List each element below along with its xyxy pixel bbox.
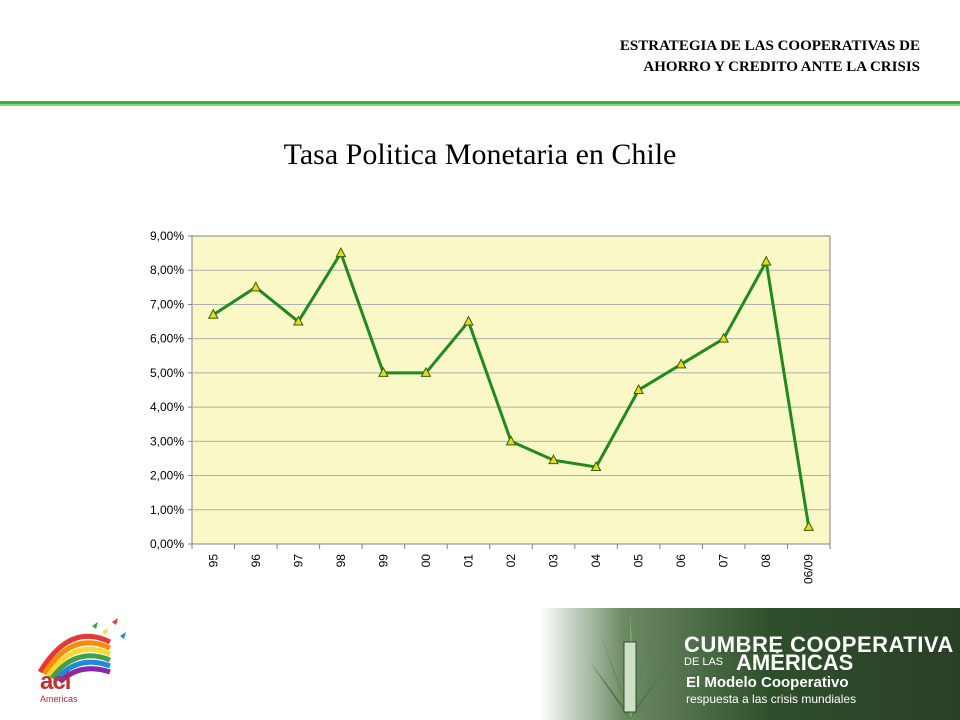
x-tick-label: 03 <box>547 554 561 568</box>
data-point-marker <box>420 366 432 377</box>
x-tick-label: 06/09 <box>802 554 816 584</box>
y-tick-label: 1,00% <box>150 503 184 517</box>
header-title-line2: AHORRO Y CREDITO ANTE LA CRISIS <box>643 59 920 75</box>
y-tick-label: 7,00% <box>150 297 184 311</box>
header-divider-light <box>0 104 960 106</box>
data-point-marker <box>675 358 687 369</box>
data-point-marker <box>590 460 602 471</box>
data-point-marker <box>760 255 772 266</box>
data-point-marker <box>378 366 389 377</box>
x-tick-label: 06 <box>674 554 688 568</box>
y-tick-label: 2,00% <box>150 469 184 483</box>
data-point-marker <box>250 281 262 292</box>
line-chart: 0,00% 1,00% 2,00% 3,00% 4,00% 5,00% 6,00% 7,00%… <box>150 229 831 584</box>
aci-logo-rainbow <box>37 618 126 684</box>
x-tick-label: 95 <box>206 554 220 568</box>
data-point-marker <box>293 315 304 326</box>
data-point-marker <box>505 435 517 446</box>
y-axis-ticks: 0,00% 1,00% 2,00% 3,00% 4,00% 5,00% 6,00% 7,00%… <box>150 229 192 551</box>
y-tick-label: 4,00% <box>150 400 184 414</box>
x-tick-label: 08 <box>759 554 773 568</box>
cumbre-subtitle: El Modelo Cooperativo <box>686 674 849 691</box>
series-markers <box>207 247 815 531</box>
data-point-marker <box>548 454 559 465</box>
y-tick-label: 0,00% <box>150 537 184 551</box>
presentation-header: ESTRATEGIA DE LAS COOPERATIVAS DE AHORRO… <box>500 36 920 78</box>
y-tick-label: 6,00% <box>150 332 184 346</box>
header-title-line1: ESTRATEGIA DE LAS COOPERATIVAS DE <box>619 38 920 54</box>
aci-logo-subtitle: Americas <box>40 694 78 704</box>
data-point-marker <box>335 247 347 258</box>
x-tick-label: 05 <box>632 554 646 568</box>
x-tick-label: 99 <box>376 554 390 568</box>
x-tick-label: 01 <box>461 554 475 568</box>
x-axis-ticks: 95 96 97 98 99 00 01 02 03 04 05 06 07 08 06/09 <box>191 544 831 584</box>
cumbre-tagline: respuesta a las crisis mundiales <box>686 692 857 706</box>
data-point-marker <box>803 520 815 531</box>
slide-title: Tasa Politica Monetaria en Chile <box>283 138 677 171</box>
agave-emblem-icon <box>590 612 670 720</box>
data-point-marker <box>633 383 644 394</box>
x-tick-label: 96 <box>249 554 263 568</box>
x-tick-label: 04 <box>589 554 603 568</box>
y-tick-label: 8,00% <box>150 263 184 277</box>
cumbre-title-line1: CUMBRE COOPERATIVA <box>684 632 954 657</box>
data-point-marker <box>718 332 729 343</box>
header-divider <box>0 101 960 104</box>
data-point-marker <box>207 308 219 319</box>
x-tick-label: 97 <box>291 554 305 568</box>
data-point-marker <box>463 315 474 326</box>
cumbre-title-line2: AMÉRICAS <box>736 650 854 675</box>
y-tick-label: 9,00% <box>150 229 184 243</box>
aci-logo-text: aci <box>40 668 71 695</box>
footer-banner <box>540 608 960 720</box>
x-tick-label: 02 <box>504 554 518 568</box>
plot-area <box>191 235 831 545</box>
x-tick-label: 07 <box>717 554 731 568</box>
x-tick-label: 00 <box>419 554 433 568</box>
x-tick-label: 98 <box>334 554 348 568</box>
cumbre-de-las: DE LAS <box>684 656 724 668</box>
y-tick-label: 3,00% <box>150 434 184 448</box>
y-tick-label: 5,00% <box>150 366 184 380</box>
